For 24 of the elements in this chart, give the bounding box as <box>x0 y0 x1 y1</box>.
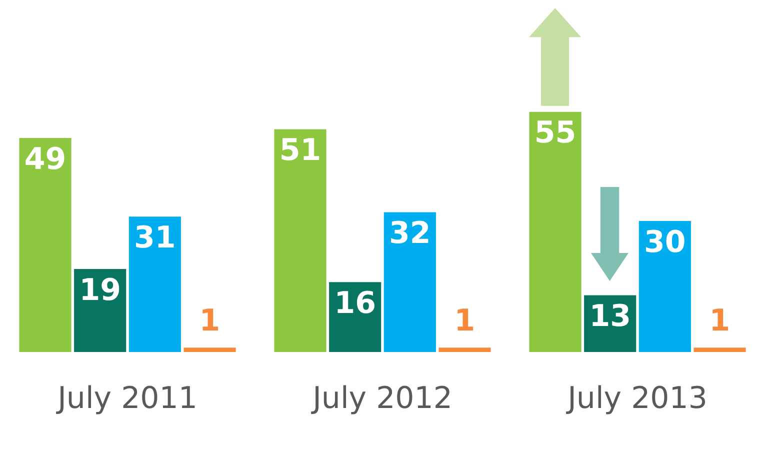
bar <box>128 216 181 352</box>
data-label: 31 <box>134 220 176 256</box>
bar <box>384 212 436 352</box>
x-tick-label: July 2011 <box>56 380 198 416</box>
data-label: 30 <box>644 224 686 260</box>
bar <box>438 348 491 352</box>
data-label: 55 <box>534 116 576 151</box>
bar <box>694 348 746 352</box>
bar <box>638 221 691 352</box>
data-label: 1 <box>199 303 220 338</box>
x-tick-label: July 2013 <box>566 380 708 416</box>
bar <box>274 129 326 352</box>
data-label: 32 <box>389 216 431 252</box>
bar <box>529 112 582 352</box>
bar <box>184 348 236 352</box>
data-label: 49 <box>24 142 66 177</box>
data-label: 1 <box>709 303 730 338</box>
x-tick-label: July 2012 <box>310 380 452 416</box>
data-label: 19 <box>79 272 121 308</box>
bar <box>19 138 72 352</box>
data-label: 16 <box>334 286 376 321</box>
data-label: 13 <box>589 299 631 334</box>
data-label: 1 <box>454 303 476 338</box>
data-label: 51 <box>279 133 322 168</box>
